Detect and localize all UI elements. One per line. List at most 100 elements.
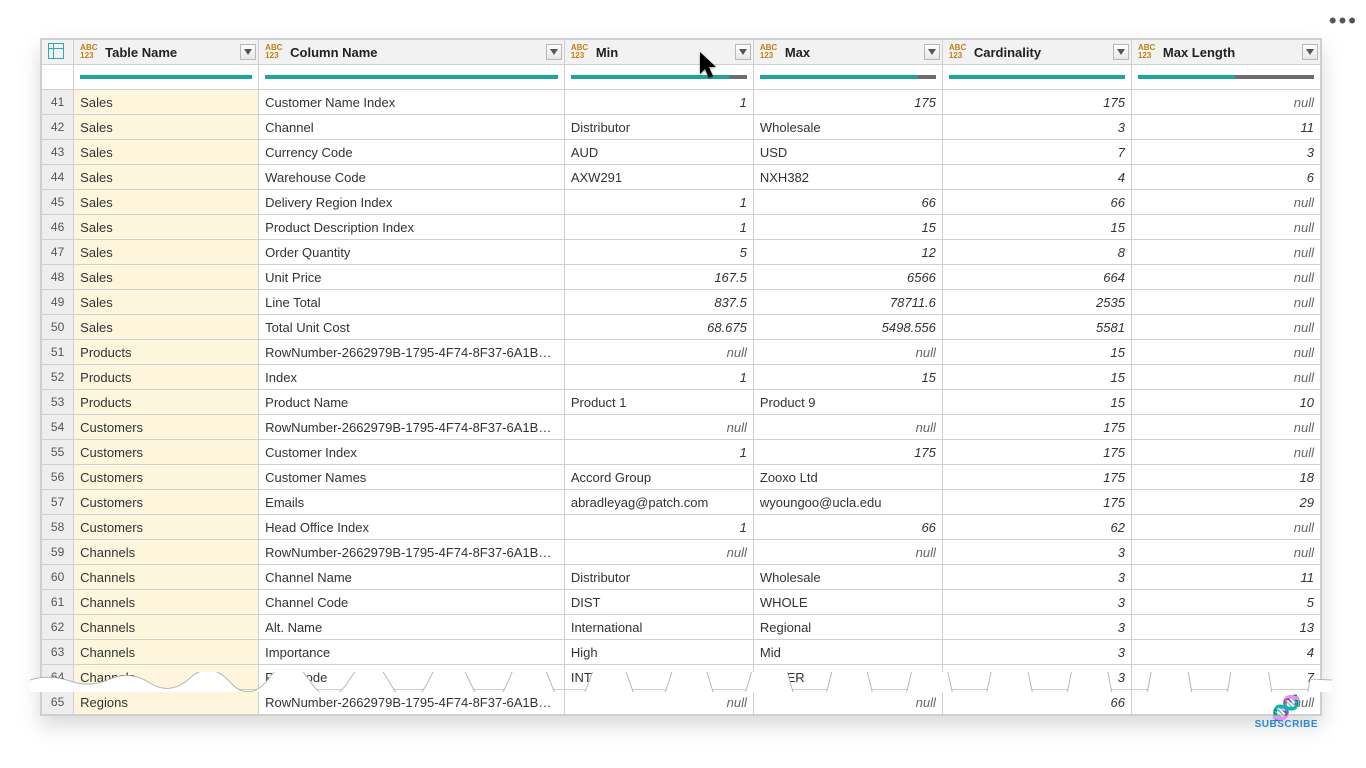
cell-cardinality[interactable]: 175 [942,90,1131,115]
subscribe-badge[interactable]: 🧬 SUBSCRIBE [1255,699,1318,730]
cell-max[interactable]: 15 [753,365,942,390]
cell-column-name[interactable]: Delivery Region Index [259,190,565,215]
cell-cardinality[interactable]: 66 [942,690,1131,715]
cell-max-length[interactable]: 13 [1131,615,1320,640]
table-row[interactable]: 45SalesDelivery Region Index16666null [42,190,1321,215]
cell-max[interactable]: Regional [753,615,942,640]
table-row[interactable]: 56CustomersCustomer NamesAccord GroupZoo… [42,465,1321,490]
cell-min[interactable]: DIST [564,590,753,615]
cell-min[interactable]: 1 [564,440,753,465]
cell-column-name[interactable]: Product Description Index [259,215,565,240]
cell-max[interactable]: Product 9 [753,390,942,415]
cell-max[interactable]: NXH382 [753,165,942,190]
cell-cardinality[interactable]: 4 [942,165,1131,190]
cell-max-length[interactable]: 29 [1131,490,1320,515]
more-menu-icon[interactable]: ••• [1329,8,1358,34]
row-number[interactable]: 52 [42,365,74,390]
cell-column-name[interactable]: Currency Code [259,140,565,165]
cell-max-length[interactable]: null [1131,365,1320,390]
table-row[interactable]: 41SalesCustomer Name Index1175175null [42,90,1321,115]
cell-max-length[interactable]: 4 [1131,640,1320,665]
cell-max[interactable]: 5498.556 [753,315,942,340]
cell-max-length[interactable]: 11 [1131,115,1320,140]
cell-table-name[interactable]: Customers [74,415,259,440]
cell-column-name[interactable]: RowNumber-2662979B-1795-4F74-8F37-6A1BA8… [259,540,565,565]
table-row[interactable]: 58CustomersHead Office Index16662null [42,515,1321,540]
cell-max-length[interactable]: null [1131,515,1320,540]
row-number[interactable]: 62 [42,615,74,640]
cell-column-name[interactable]: Head Office Index [259,515,565,540]
cell-column-name[interactable]: Emails [259,490,565,515]
cell-max-length[interactable]: null [1131,540,1320,565]
cell-table-name[interactable]: Customers [74,515,259,540]
table-row[interactable]: 53ProductsProduct NameProduct 1Product 9… [42,390,1321,415]
cell-min[interactable]: 68.675 [564,315,753,340]
row-number[interactable]: 54 [42,415,74,440]
cell-max-length[interactable]: null [1131,440,1320,465]
cell-max[interactable]: Wholesale [753,115,942,140]
cell-max[interactable]: Zooxo Ltd [753,465,942,490]
cell-min[interactable]: null [564,415,753,440]
cell-max-length[interactable]: null [1131,315,1320,340]
cell-max-length[interactable]: 7 [1131,665,1320,690]
table-row[interactable]: 47SalesOrder Quantity5128null [42,240,1321,265]
row-number[interactable]: 56 [42,465,74,490]
column-header-max-length[interactable]: ABC123 Max Length [1131,40,1320,65]
cell-max[interactable]: Wholesale [753,565,942,590]
cell-column-name[interactable]: Warehouse Code [259,165,565,190]
cell-max[interactable]: 12 [753,240,942,265]
row-number[interactable]: 63 [42,640,74,665]
cell-table-name[interactable]: Regions [74,690,259,715]
cell-min[interactable]: 837.5 [564,290,753,315]
cell-column-name[interactable]: Importance [259,640,565,665]
cell-table-name[interactable]: Channels [74,640,259,665]
cell-cardinality[interactable]: 2535 [942,290,1131,315]
table-row[interactable]: 60ChannelsChannel NameDistributorWholesa… [42,565,1321,590]
cell-min[interactable]: 1 [564,90,753,115]
cell-column-name[interactable]: Unit Price [259,265,565,290]
row-number[interactable]: 42 [42,115,74,140]
cell-column-name[interactable]: Alt. Name [259,615,565,640]
table-row[interactable]: 52ProductsIndex11515null [42,365,1321,390]
cell-cardinality[interactable]: 3 [942,615,1131,640]
cell-max-length[interactable]: null [1131,415,1320,440]
filter-dropdown-icon[interactable] [240,44,256,60]
cell-min[interactable]: 1 [564,215,753,240]
cell-max-length[interactable]: null [1131,340,1320,365]
row-number[interactable]: 44 [42,165,74,190]
filter-dropdown-icon[interactable] [1302,44,1318,60]
table-row[interactable]: 44SalesWarehouse CodeAXW291NXH38246 [42,165,1321,190]
cell-table-name[interactable]: Products [74,340,259,365]
table-row[interactable]: 61ChannelsChannel CodeDISTWHOLE35 [42,590,1321,615]
cell-column-name[interactable]: Channel Name [259,565,565,590]
cell-cardinality[interactable]: 62 [942,515,1131,540]
row-number[interactable]: 46 [42,215,74,240]
table-row[interactable]: 65RegionsRowNumber-2662979B-1795-4F74-8F… [42,690,1321,715]
cell-table-name[interactable]: Products [74,365,259,390]
cell-column-name[interactable]: Channel [259,115,565,140]
cell-min[interactable]: High [564,640,753,665]
cell-table-name[interactable]: Products [74,390,259,415]
cell-max[interactable]: Mid [753,640,942,665]
cell-column-name[interactable]: RowNumber-2662979B-1795-4F74-8F37-6A1BA8… [259,340,565,365]
cell-max[interactable]: null [753,540,942,565]
cell-table-name[interactable]: Sales [74,165,259,190]
cell-min[interactable]: abradleyag@patch.com [564,490,753,515]
row-number[interactable]: 51 [42,340,74,365]
cell-max-length[interactable]: null [1131,90,1320,115]
cell-cardinality[interactable]: 8 [942,240,1131,265]
cell-table-name[interactable]: Customers [74,465,259,490]
cell-column-name[interactable]: RowNumber-2662979B-1795-4F74-8F37-6A1BA8… [259,415,565,440]
cell-max[interactable]: null [753,415,942,440]
cell-column-name[interactable]: Customer Name Index [259,90,565,115]
table-row[interactable]: 50SalesTotal Unit Cost68.6755498.5565581… [42,315,1321,340]
row-number[interactable]: 49 [42,290,74,315]
row-number[interactable]: 65 [42,690,74,715]
row-number[interactable]: 61 [42,590,74,615]
cell-max-length[interactable]: null [1131,290,1320,315]
cell-max[interactable]: 6566 [753,265,942,290]
cell-min[interactable]: null [564,690,753,715]
cell-min[interactable]: Distributor [564,565,753,590]
cell-min[interactable]: 1 [564,365,753,390]
cell-max-length[interactable]: 5 [1131,590,1320,615]
